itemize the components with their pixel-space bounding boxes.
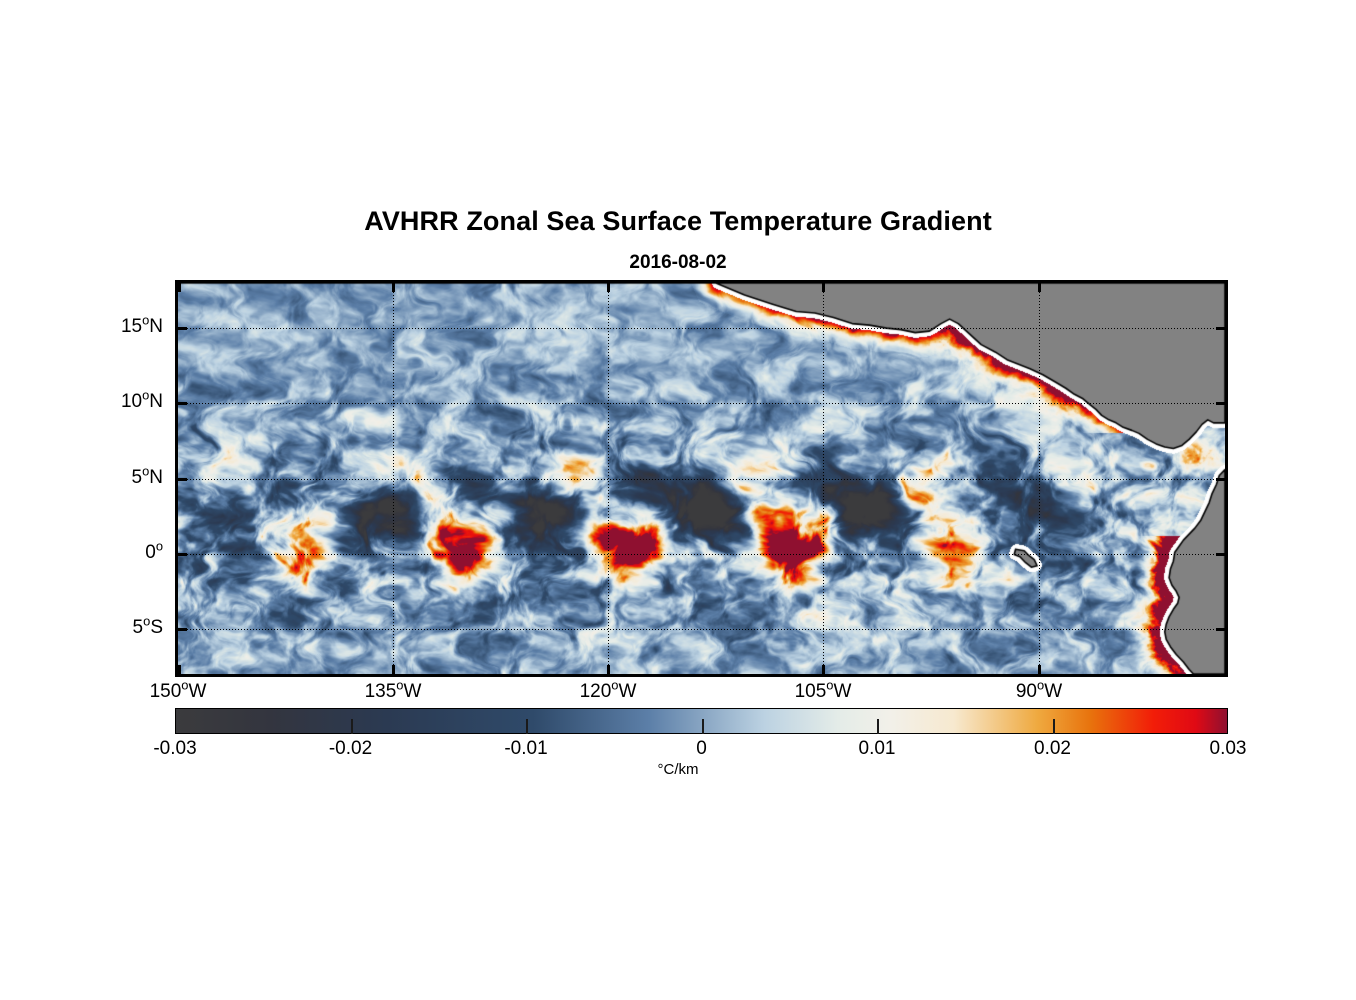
x-tick-mark [178,665,181,674]
y-tick-label-2: 5oN [131,463,164,488]
x-tick-label-4: 90oW [1015,677,1063,702]
y-tick-mark [1216,553,1225,556]
x-tick-mark [822,665,825,674]
y-tick-label-3: 0o [145,538,163,563]
colorbar-tick [702,719,704,734]
x-tick-label-3: 105oW [794,677,852,702]
colorbar-tick-label-5: 0.02 [1034,738,1071,759]
colorbar-tick [351,719,353,734]
x-tick-label-0: 150oW [149,677,207,702]
colorbar-tick [1053,719,1055,734]
y-tick-mark [178,327,187,330]
sst-gradient-heatmap [178,283,1225,674]
colorbar-tick-label-6: 0.03 [1209,738,1247,759]
x-tick-mark [392,283,395,292]
page-title: AVHRR Zonal Sea Surface Temperature Grad… [364,206,992,236]
y-tick-mark [178,553,187,556]
y-tick-label-0: 15oN [120,312,163,337]
x-tick-mark [607,665,610,674]
y-tick-mark [178,402,187,405]
map-axes [175,280,1228,677]
colorbar-tick [877,719,879,734]
colorbar-tick-label-2: -0.01 [504,738,548,759]
colorbar-tick-label-1: -0.02 [328,738,373,759]
colorbar-tick-label-3: 0 [696,738,707,759]
y-tick-mark [1216,327,1225,330]
y-tick-mark [1216,478,1225,481]
chart-subtitle: 2016-08-02 [629,252,727,273]
colorbar-tick-label-4: 0.01 [858,738,896,759]
y-tick-label-1: 10oN [120,387,163,412]
x-tick-label-2: 120oW [579,677,637,702]
colorbar-tick-label-0: -0.03 [153,738,197,759]
x-tick-mark [1038,283,1041,292]
x-tick-mark [392,665,395,674]
y-tick-mark [1216,402,1225,405]
colorbar-unit-label: °C/km [657,761,699,778]
colorbar-tick [526,719,528,734]
x-tick-mark [1038,665,1041,674]
x-tick-mark [178,283,181,292]
x-tick-mark [607,283,610,292]
y-tick-mark [178,478,187,481]
x-tick-label-1: 135oW [364,677,422,702]
y-tick-mark [1216,628,1225,631]
x-tick-mark [822,283,825,292]
y-tick-mark [178,628,187,631]
y-tick-label-4: 5oS [132,613,163,638]
